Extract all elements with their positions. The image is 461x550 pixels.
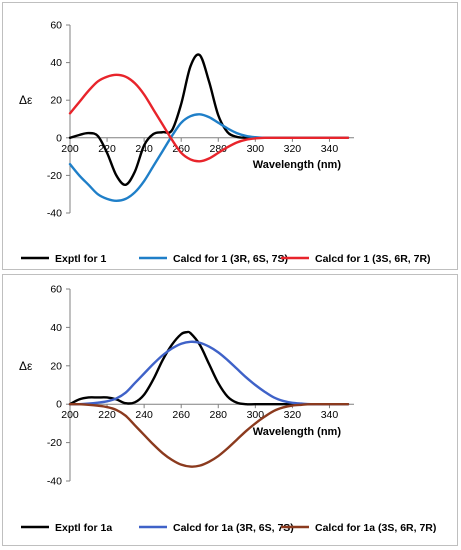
chart-0-legend-label-2: Calcd for 1 (3R, 6S, 7S)	[173, 253, 288, 265]
chart-0-y-tick-label: -40	[47, 208, 62, 220]
chart-0-x-tick-label: 300	[247, 143, 265, 155]
chart-1-x-tick-label: 340	[321, 409, 339, 421]
chart-1-y-tick-label: -20	[47, 437, 62, 449]
chart-1-x-tick-label: 240	[135, 409, 153, 421]
chart-1-legend-label-2: Calcd for 1a (3R, 6S, 7S)	[173, 522, 294, 534]
chart-1-x-tick-label: 220	[98, 409, 116, 421]
chart-1-legend-label-1: Exptl for 1a	[55, 522, 112, 534]
chart-1-x-tick-label: 320	[284, 409, 302, 421]
chart-0-x-tick-label: 240	[135, 143, 153, 155]
chart-0-y-axis-title: Δε	[19, 93, 33, 107]
chart-0-x-tick-label: 280	[210, 143, 228, 155]
chart-1-x-tick-label: 280	[210, 409, 228, 421]
chart-1-y-tick-label: -40	[47, 476, 62, 488]
chart-1-y-tick-label: 60	[50, 284, 62, 296]
chart-0-y-tick-label: -20	[47, 170, 62, 182]
chart-1-y-tick-label: 20	[50, 360, 62, 372]
chart-1-series-line-2	[68, 340, 350, 406]
chart-1-series-line-1	[68, 330, 350, 406]
chart-0-legend-label-1: Exptl for 1	[55, 253, 107, 265]
chart-1-x-tick-label: 260	[172, 409, 190, 421]
chart-1-legend-label-3: Calcd for 1a (3S, 6R, 7R)	[315, 522, 436, 534]
chart-0-legend-label-3: Calcd for 1 (3S, 6R, 7R)	[315, 253, 431, 265]
chart-0-x-tick-label: 200	[61, 143, 79, 155]
chart-1-x-tick-label: 200	[61, 409, 79, 421]
chart-1-series-line-3	[68, 402, 350, 468]
chart-1-x-tick-label: 300	[247, 409, 265, 421]
chart-1-y-tick-label: 40	[50, 322, 62, 334]
chart-0-x-tick-label: 320	[284, 143, 302, 155]
chart-0-series-line-3	[68, 73, 350, 163]
cd-chart-compound-1: 60 40 20 0 -20 -40 200 220 240 260 280 300 320 340 Δε W…	[2, 2, 458, 270]
chart-0-x-axis-title: Wavelength (nm)	[253, 159, 342, 171]
chart-0-y-tick-label: 0	[56, 132, 62, 144]
chart-1-x-axis-title: Wavelength (nm)	[253, 426, 342, 438]
chart-0-y-tick-label: 20	[50, 95, 62, 107]
chart-1-y-tick-label: 0	[56, 399, 62, 411]
cd-chart-compound-1a: 60 40 20 0 -20 -40 200 220 240 260 280 300 320 340 Δε W…	[2, 274, 458, 546]
chart-0-y-tick-label: 40	[50, 57, 62, 69]
chart-0-y-tick-label: 60	[50, 20, 62, 32]
chart-1-y-axis-title: Δε	[19, 359, 33, 373]
chart-0-x-tick-label: 340	[321, 143, 339, 155]
